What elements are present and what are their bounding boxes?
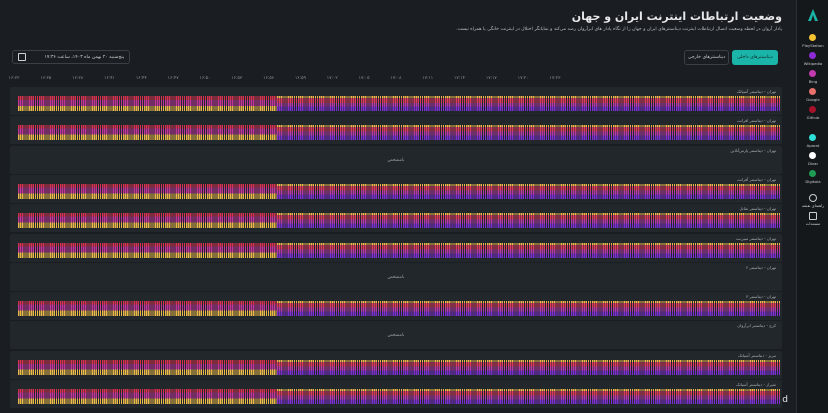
datacenter-row: تهران - دیتاسنتر ۳ (10, 292, 782, 321)
status-strip (18, 213, 780, 229)
strip-segment (18, 301, 278, 317)
strip-segment (277, 242, 780, 258)
status-strip (18, 389, 780, 404)
service-name: Github (806, 115, 820, 120)
service-name: PlayStation (802, 43, 824, 48)
help-icon (809, 194, 817, 202)
time-label: ۱۷:۱۷ (485, 76, 497, 81)
time-label: ۱۶:۵۰ (199, 76, 211, 81)
time-label: ۱۷:۱۱ (422, 76, 434, 81)
strip-segment (277, 301, 780, 317)
time-label: ۱۶:۳۸ (72, 76, 84, 81)
date-picker[interactable]: پنج‌شنبه ۲۰ بهمن ماه ۱۴۰۳، ساعت ۱۷:۳۶ (12, 50, 130, 64)
service-name: Bing (808, 79, 818, 84)
service-name: Wikipedia (803, 61, 823, 66)
strip-segment (277, 359, 780, 375)
time-label: ۱۷:۲۳ (549, 76, 561, 81)
tab[interactable]: دیتاسنترهای داخلی (732, 50, 778, 65)
service-dot[interactable] (809, 106, 816, 113)
datacenter-row: تبریز - دیتاسنتر آسیاتک (10, 350, 782, 379)
strip-segment (18, 96, 278, 111)
time-label: ۱۷:۲۰ (517, 76, 529, 81)
strip-segment (277, 96, 780, 111)
status-strip (18, 242, 780, 258)
strip-segment (277, 183, 780, 199)
help-link[interactable]: راهنمای نقشه (802, 203, 824, 208)
sidebar: PlayStation Wikipedia Bing Google Github Apar… (796, 0, 828, 413)
strip-segment (18, 389, 278, 404)
row-label: تهران - دیتاسنتر پارس‌آنلاین (730, 147, 776, 153)
guide-icon (809, 212, 817, 220)
row-status: نامشخص (387, 274, 405, 280)
time-label: ۱۶:۵۶ (263, 76, 275, 81)
time-label: ۱۷:۰۵ (358, 76, 370, 81)
status-strip (18, 359, 780, 375)
strip-segment (18, 359, 278, 375)
datacenter-row: شیراز - دیتاسنتر آسیاتک (10, 380, 782, 408)
strip-segment (277, 389, 780, 404)
row-label: تهران - دیتاسنتر افرانت (736, 118, 776, 124)
row-status: نامشخص (387, 157, 405, 163)
service-dot[interactable] (809, 152, 816, 159)
row-label: تهران - دیتاسنتر مبین‌نت (735, 235, 776, 241)
time-label: ۱۶:۳۵ (40, 76, 52, 81)
tab[interactable]: دیتاسنترهای خارجی (684, 50, 729, 65)
service-dot[interactable] (809, 88, 816, 95)
page-subtitle: پادار آروان در لحظه وضعیت اتصال ارتباطات… (456, 27, 782, 32)
time-label: ۱۷:۰۲ (326, 76, 338, 81)
date-text: پنج‌شنبه ۲۰ بهمن ماه ۱۴۰۳، ساعت ۱۷:۳۶ (44, 54, 124, 60)
time-label: ۱۶:۴۴ (135, 76, 147, 81)
strip-segment (277, 125, 780, 141)
status-strip (18, 125, 780, 141)
row-label: تهران - دیتاسنتر ۳ (746, 294, 776, 300)
strip-segment (18, 213, 278, 229)
row-label: شیراز - دیتاسنتر آسیاتک (736, 382, 776, 387)
time-label: ۱۶:۵۹ (294, 76, 306, 81)
time-label: ۱۶:۴۱ (104, 76, 115, 81)
service-dot[interactable] (809, 52, 816, 59)
row-status: نامشخص (387, 333, 405, 339)
row-label: تهران - دیتاسنتر ۲ (746, 264, 776, 270)
service-name: Divar (807, 161, 819, 166)
strip-segment (18, 125, 278, 141)
service-dot[interactable] (809, 34, 816, 41)
service-name: Aparat (806, 143, 820, 148)
service-dot[interactable] (809, 170, 816, 177)
status-strip (18, 301, 780, 317)
page-title: وضعیت ارتباطات اینترنت ایران و جهان (571, 10, 782, 23)
datacenter-row: تهران - دیتاسنتر آسیاتک (10, 87, 782, 115)
datacenter-row: تهران - دیتاسنتر آفرانت (10, 174, 782, 203)
row-label: کرج - دیتاسنتر ابرآروان (737, 323, 776, 329)
datacenter-row: تهران - دیتاسنتر افرانت (10, 116, 782, 145)
time-label: ۱۶:۴۷ (167, 76, 179, 81)
time-label: ۱۷:۰۸ (390, 76, 402, 81)
service-name: Digikala (805, 179, 821, 184)
datacenter-row: تهران - دیتاسنتر پارس‌آنلاین نامشخص (10, 145, 782, 174)
service-name: Google (806, 97, 820, 102)
status-strip (18, 96, 780, 111)
service-dot[interactable] (809, 134, 816, 141)
strip-segment (277, 213, 780, 229)
row-label: تبریز - دیتاسنتر آسیاتک (738, 352, 776, 358)
datacenter-row: تهران - دیتاسنتر ۲ نامشخص (10, 262, 782, 291)
time-label: ۱۷:۱۴ (454, 76, 465, 81)
time-label: ۱۶:۳۲ (8, 76, 20, 81)
row-label: تهران - دیتاسنتر آفرانت (736, 176, 776, 182)
row-label: تهران - دیتاسنتر آسیاتک (736, 89, 776, 94)
calendar-icon (18, 53, 26, 61)
strip-segment (18, 183, 278, 199)
guide-link[interactable]: مستندات (805, 221, 821, 226)
strip-segment (18, 242, 278, 258)
service-dot[interactable] (809, 70, 816, 77)
datacenter-row: تهران - دیتاسنتر مبین‌نت (10, 233, 782, 262)
status-strip (18, 183, 780, 199)
datacenter-row: کرج - دیتاسنتر ابرآروان نامشخص (10, 321, 782, 350)
row-label: تهران - دیتاسنتر شاتل (739, 206, 776, 212)
datacenter-row: تهران - دیتاسنتر شاتل (10, 204, 782, 233)
time-label: ۱۶:۵۳ (231, 76, 243, 81)
logo (808, 9, 818, 21)
